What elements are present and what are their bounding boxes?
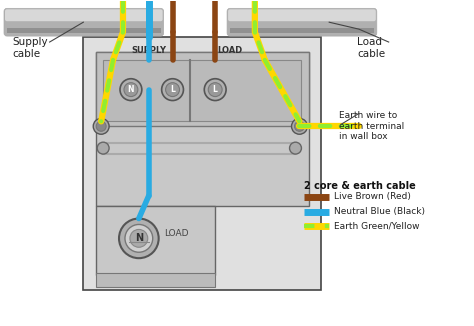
Text: L: L <box>170 85 175 94</box>
Text: N: N <box>135 233 143 243</box>
Circle shape <box>294 121 304 131</box>
Circle shape <box>292 118 308 134</box>
Circle shape <box>162 79 183 100</box>
Bar <box>230 28 374 33</box>
Circle shape <box>124 83 138 96</box>
Bar <box>96 52 310 126</box>
Text: Supply
cable: Supply cable <box>12 37 47 59</box>
Bar <box>83 37 321 290</box>
Bar <box>96 52 310 206</box>
FancyBboxPatch shape <box>228 9 376 21</box>
Text: Load
cable: Load cable <box>357 37 385 59</box>
Text: Neutral Blue (Black): Neutral Blue (Black) <box>334 207 425 216</box>
Circle shape <box>208 83 222 96</box>
Circle shape <box>290 142 301 154</box>
Text: 2 core & earth cable: 2 core & earth cable <box>304 181 416 191</box>
Circle shape <box>125 225 153 252</box>
FancyBboxPatch shape <box>5 9 163 21</box>
Text: SUPPLY: SUPPLY <box>131 46 166 55</box>
Text: Earth wire to
earth terminal
in wall box: Earth wire to earth terminal in wall box <box>339 111 404 141</box>
FancyBboxPatch shape <box>227 8 377 36</box>
Text: LOAD: LOAD <box>164 229 188 238</box>
Bar <box>7 28 161 33</box>
Circle shape <box>130 230 148 247</box>
Text: N: N <box>128 85 134 94</box>
Bar <box>103 60 301 121</box>
Text: LOAD: LOAD <box>218 46 243 55</box>
Circle shape <box>165 83 180 96</box>
FancyBboxPatch shape <box>4 8 164 36</box>
Bar <box>96 206 215 275</box>
Circle shape <box>119 218 159 258</box>
Circle shape <box>93 118 109 134</box>
Circle shape <box>97 142 109 154</box>
Text: Live Brown (Red): Live Brown (Red) <box>334 192 411 201</box>
Circle shape <box>96 121 106 131</box>
Circle shape <box>204 79 226 100</box>
Text: Earth Green/Yellow: Earth Green/Yellow <box>334 222 419 231</box>
Circle shape <box>120 79 142 100</box>
Bar <box>96 273 215 287</box>
Text: L: L <box>213 85 218 94</box>
